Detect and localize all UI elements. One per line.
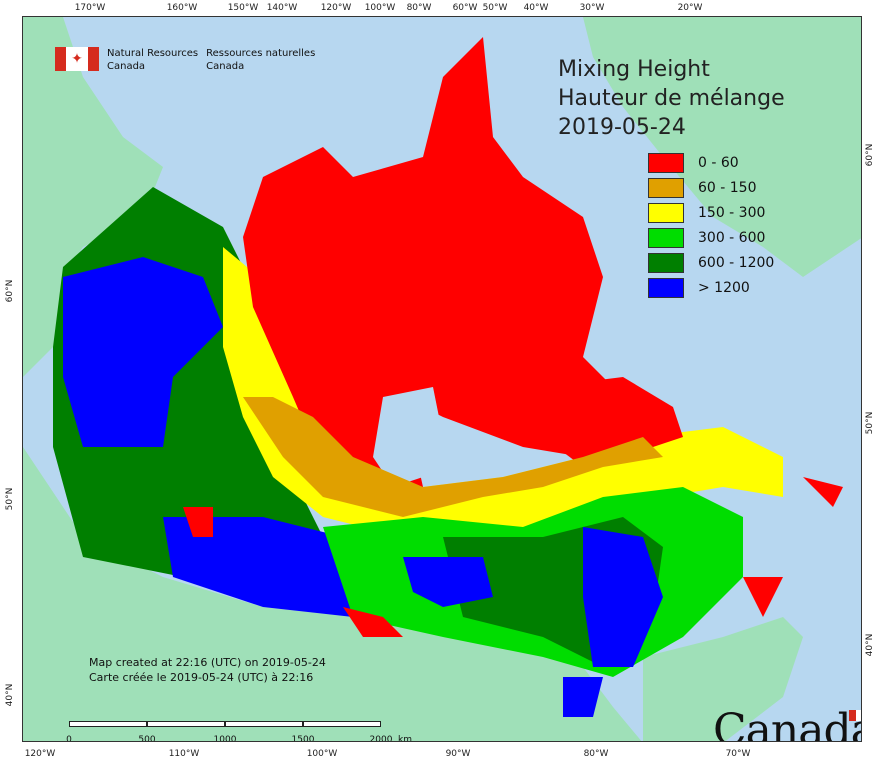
legend-label: 0 - 60 (698, 154, 739, 171)
tick-bottom: 110°W (168, 749, 200, 759)
legend-label: 150 - 300 (698, 204, 766, 221)
tick-top: 120°W (320, 3, 352, 13)
zone-blue-south (563, 677, 603, 717)
wordmark-flag-icon (849, 710, 861, 721)
tick-top: 30°W (579, 3, 605, 13)
map-credit: Map created at 22:16 (UTC) on 2019-05-24… (89, 655, 326, 685)
tick-right: 50°N (865, 411, 875, 435)
zone-blue-ontario (403, 557, 493, 607)
tick-top: 140°W (266, 3, 298, 13)
legend-swatch (648, 177, 684, 198)
legend-item: 0 - 60 (648, 150, 774, 175)
legend-label: 60 - 150 (698, 179, 757, 196)
tick-bottom: 90°W (445, 749, 471, 759)
legend-label: > 1200 (698, 279, 750, 296)
agency-en: Natural Resources Canada (107, 47, 198, 73)
tick-left: 40°N (5, 683, 15, 707)
tick-top: 40°W (523, 3, 549, 13)
zone-orange-band (243, 397, 663, 517)
tick-top: 80°W (406, 3, 432, 13)
usa-east-land (643, 617, 803, 741)
tick-bottom: 70°W (725, 749, 751, 759)
scale-segment (303, 721, 381, 727)
hudson-bay (373, 387, 443, 487)
tick-top: 20°W (677, 3, 703, 13)
tick-bottom: 100°W (306, 749, 338, 759)
legend-item: 150 - 300 (648, 200, 774, 225)
zone-blue-quebec (583, 527, 663, 667)
legend-item: > 1200 (648, 275, 774, 300)
agency-fr-line2: Canada (206, 61, 245, 72)
agency-fr: Ressources naturelles Canada (206, 47, 315, 73)
scale-label: 0 (66, 735, 72, 742)
scale-bar: 0 500 1000 1500 2000 km (66, 721, 412, 742)
canada-wordmark: Canada (713, 705, 862, 742)
scale-segment (225, 721, 303, 727)
scale-label: 1500 (291, 735, 315, 742)
greenland-land (583, 17, 861, 277)
tick-top: 50°W (482, 3, 508, 13)
legend: 0 - 60 60 - 150 150 - 300 300 - 600 600 … (648, 150, 774, 300)
legend-swatch (648, 252, 684, 273)
zone-red-north (243, 37, 643, 487)
scale-unit: km (398, 735, 412, 742)
tick-top: 100°W (364, 3, 396, 13)
tick-bottom: 80°W (583, 749, 609, 759)
zone-blue-west (63, 257, 223, 447)
agency-en-line1: Natural Resources (107, 48, 199, 59)
map-title: Mixing Height Hauteur de mélange 2019-05… (558, 55, 785, 142)
tick-left: 60°N (5, 279, 15, 303)
legend-item: 60 - 150 (648, 175, 774, 200)
agency-fr-line1: Ressources naturelles (206, 48, 316, 59)
legend-swatch (648, 227, 684, 248)
tick-left: 50°N (5, 487, 15, 511)
credit-fr: Carte créée le 2019-05-24 (UTC) à 22:16 (89, 671, 314, 684)
usa-land (23, 447, 642, 741)
alaska-land (23, 17, 163, 377)
tick-top: 150°W (227, 3, 259, 13)
tick-right: 60°N (865, 143, 875, 167)
tick-right: 40°N (865, 633, 875, 657)
scale-label: 2000 (369, 735, 393, 742)
legend-swatch (648, 202, 684, 223)
tick-top: 60°W (452, 3, 478, 13)
credit-en: Map created at 22:16 (UTC) on 2019-05-24 (89, 656, 326, 669)
scale-label: 500 (138, 735, 156, 742)
scale-segment (147, 721, 225, 727)
legend-item: 600 - 1200 (648, 250, 774, 275)
title-date: 2019-05-24 (558, 115, 686, 140)
legend-item: 300 - 600 (648, 225, 774, 250)
legend-label: 600 - 1200 (698, 254, 775, 271)
tick-bottom: 120°W (24, 749, 56, 759)
mixing-height-map (23, 17, 861, 741)
map-canvas: ✦ Natural Resources Canada Ressources na… (22, 16, 862, 742)
legend-swatch (648, 277, 684, 298)
scale-label: 1000 (213, 735, 237, 742)
tick-top: 160°W (166, 3, 198, 13)
title-fr: Hauteur de mélange (558, 86, 785, 111)
nrcan-signature: ✦ Natural Resources Canada Ressources na… (55, 47, 315, 73)
legend-swatch (648, 152, 684, 173)
title-en: Mixing Height (558, 57, 710, 82)
scale-segment (69, 721, 147, 727)
legend-label: 300 - 600 (698, 229, 766, 246)
canada-flag-icon: ✦ (55, 47, 99, 71)
tick-top: 170°W (74, 3, 106, 13)
agency-en-line2: Canada (107, 61, 146, 72)
